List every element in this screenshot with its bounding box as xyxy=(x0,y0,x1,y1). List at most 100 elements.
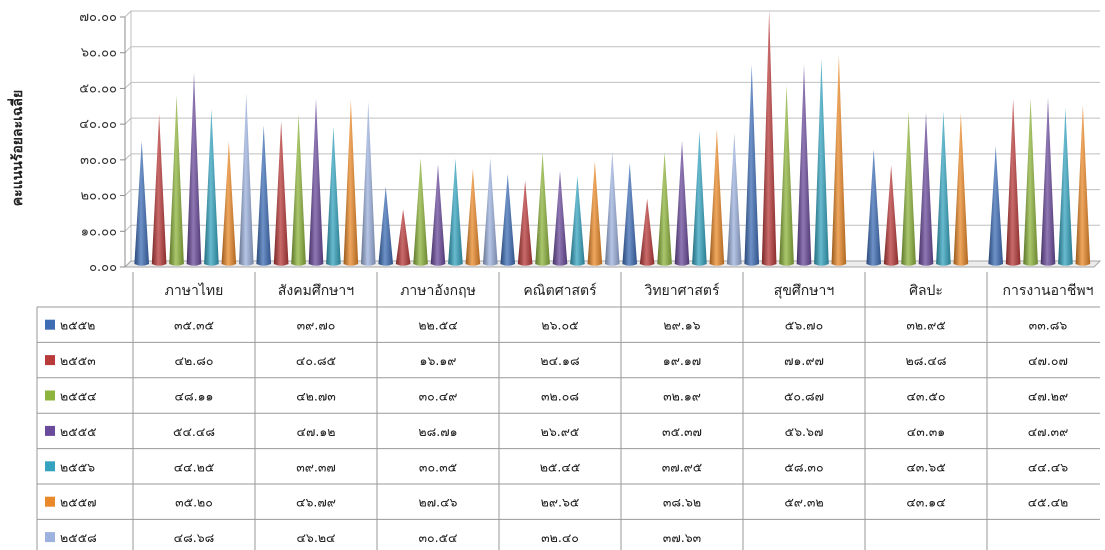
bar-cone xyxy=(238,93,254,266)
data-label: ๑๖.๑๙ xyxy=(420,353,457,368)
data-label: ๕๖.๗๐ xyxy=(785,318,823,333)
data-label: ๒๘.๗๑ xyxy=(418,424,457,439)
bar-cone xyxy=(744,64,760,266)
bar-cone xyxy=(291,114,306,266)
bar-cone xyxy=(273,121,289,266)
x-category-label: สุขศึกษาฯ xyxy=(774,283,834,299)
bar-cone xyxy=(622,162,638,266)
bar xyxy=(918,112,934,266)
data-label: ๓๙.๓๗ xyxy=(296,459,336,474)
bar-cone xyxy=(308,98,324,266)
bar xyxy=(622,162,638,266)
data-label: ๔๓.๑๔ xyxy=(906,495,945,510)
data-label: ๓๐.๕๔ xyxy=(418,530,457,545)
data-label: ๔๒.๗๓ xyxy=(296,389,336,404)
bar xyxy=(326,126,341,266)
data-label: ๑๙.๑๗ xyxy=(663,353,701,368)
bar-cone xyxy=(570,176,585,266)
data-label: ๓๒.๙๕ xyxy=(906,318,945,333)
bar xyxy=(343,99,359,266)
data-label: ๓๕.๓๗ xyxy=(662,424,702,439)
x-category-label: คณิตศาสตร์ xyxy=(523,282,597,299)
bar-cone xyxy=(674,140,690,266)
bar-cone xyxy=(535,152,550,266)
data-label: ๔๓.๖๕ xyxy=(906,459,945,474)
bar xyxy=(657,152,672,266)
bar-cone xyxy=(1058,108,1073,266)
x-category-label: ภาษาไทย xyxy=(165,282,224,299)
data-label: ๔๘.๖๘ xyxy=(174,530,215,545)
data-label: ๓๕.๒๐ xyxy=(175,495,213,510)
bar xyxy=(692,131,707,266)
bar-cone xyxy=(726,132,742,266)
bar xyxy=(744,64,760,266)
bar xyxy=(169,95,184,266)
bar xyxy=(517,180,533,266)
bar-cone xyxy=(1040,97,1056,266)
bar-cone xyxy=(866,149,882,266)
data-label: ๒๔.๑๘ xyxy=(540,353,579,368)
y-tick-label: ๔๐.๐๐ xyxy=(79,117,117,132)
bar-cone xyxy=(814,58,829,266)
bar xyxy=(587,161,603,266)
data-label: ๒๙.๖๕ xyxy=(541,495,580,510)
data-label: ๕๙.๓๒ xyxy=(784,495,823,510)
bar xyxy=(273,121,289,266)
bar xyxy=(221,141,237,266)
bars xyxy=(134,9,1091,266)
bar-cone xyxy=(413,158,428,266)
bar xyxy=(674,140,690,266)
bar-cone xyxy=(709,129,725,266)
bar xyxy=(796,64,812,266)
data-label: ๔๖.๗๙ xyxy=(296,495,336,510)
legend-swatch xyxy=(45,355,55,366)
data-label: ๒๙.๑๖ xyxy=(663,318,700,333)
gridline-depth xyxy=(124,153,132,161)
data-label: ๗๑.๙๗ xyxy=(784,353,824,368)
data-label: ๔๘.๑๑ xyxy=(175,389,214,404)
data-label: ๓๘.๖๒ xyxy=(663,495,701,510)
bar-cone xyxy=(988,146,1004,266)
data-label: ๔๗.๒๙ xyxy=(1028,389,1068,404)
bar xyxy=(360,101,376,266)
bar xyxy=(413,158,428,266)
data-label: ๓๙.๗๐ xyxy=(297,318,336,333)
bar-cone xyxy=(500,173,516,266)
y-tick-label: ๗๐.๐๐ xyxy=(79,10,117,25)
legend-swatch xyxy=(45,390,55,401)
data-label: ๓๐.๔๙ xyxy=(419,389,458,404)
bar xyxy=(151,114,167,266)
bar-cone xyxy=(151,114,167,266)
bar xyxy=(953,112,969,266)
bar xyxy=(1058,108,1073,266)
gridline-depth xyxy=(124,117,132,125)
bar-cone xyxy=(1023,98,1038,266)
bar xyxy=(831,55,847,266)
gridline-depth xyxy=(124,189,132,196)
data-label: ๒๖.๙๕ xyxy=(541,424,580,439)
bar-cone xyxy=(448,158,463,266)
data-label: ๔๓.๕๐ xyxy=(906,389,945,404)
data-label: ๕๘.๓๐ xyxy=(784,459,823,474)
bar-cone xyxy=(326,126,341,266)
data-label: ๒๗.๔๖ xyxy=(418,495,457,510)
data-label: ๓๓.๘๖ xyxy=(1029,318,1068,333)
bar xyxy=(639,198,655,266)
legend-swatch xyxy=(45,532,55,543)
bar-cone xyxy=(761,9,777,266)
bar xyxy=(814,58,829,266)
bar xyxy=(726,132,742,266)
bar xyxy=(1075,104,1091,266)
data-table: ภาษาไทย สังคมศึกษาฯ ภาษาอังกฤษ คณิตศาสตร์ วิ… xyxy=(36,272,1100,550)
bar-cone xyxy=(256,125,272,266)
bar-cone xyxy=(796,64,812,266)
bar xyxy=(535,152,550,266)
bar xyxy=(901,111,916,266)
bar xyxy=(552,170,568,266)
bar-cone xyxy=(936,111,951,266)
y-tick-label: ๐.๐๐ xyxy=(89,260,117,275)
bar xyxy=(204,108,219,266)
bar-cone xyxy=(604,151,620,266)
data-label: ๕๐.๘๗ xyxy=(784,389,824,404)
